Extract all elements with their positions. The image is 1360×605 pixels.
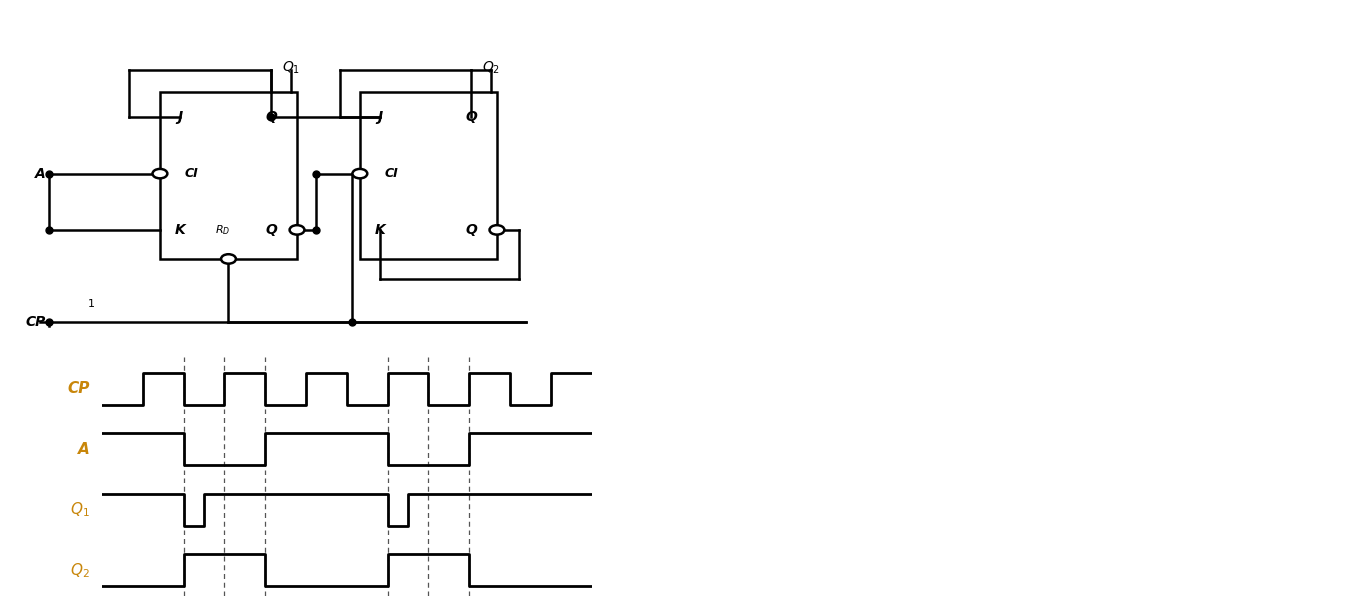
Text: K: K <box>174 223 185 237</box>
Text: $Q_2$: $Q_2$ <box>71 561 90 580</box>
Text: A: A <box>78 442 90 457</box>
Circle shape <box>290 225 305 235</box>
Text: Q: Q <box>465 110 477 125</box>
Text: $Q_1$: $Q_1$ <box>69 500 90 519</box>
Text: CP: CP <box>26 315 46 330</box>
Text: J: J <box>177 110 182 125</box>
Text: Q: Q <box>265 110 277 125</box>
Text: J: J <box>377 110 382 125</box>
Text: K: K <box>374 223 385 237</box>
Text: Q: Q <box>465 223 477 237</box>
Text: CI: CI <box>385 167 398 180</box>
Circle shape <box>490 225 505 235</box>
Text: A: A <box>35 166 46 181</box>
Bar <box>160 92 296 259</box>
Text: $Q_1$: $Q_1$ <box>283 59 301 76</box>
Text: CI: CI <box>185 167 199 180</box>
Text: $R_D$: $R_D$ <box>215 223 230 237</box>
Text: $Q_2$: $Q_2$ <box>483 59 500 76</box>
Text: CP: CP <box>68 381 90 396</box>
Circle shape <box>152 169 167 178</box>
Bar <box>360 92 496 259</box>
Circle shape <box>352 169 367 178</box>
Circle shape <box>222 254 235 264</box>
Text: 1: 1 <box>88 299 95 309</box>
Text: Q: Q <box>265 223 277 237</box>
